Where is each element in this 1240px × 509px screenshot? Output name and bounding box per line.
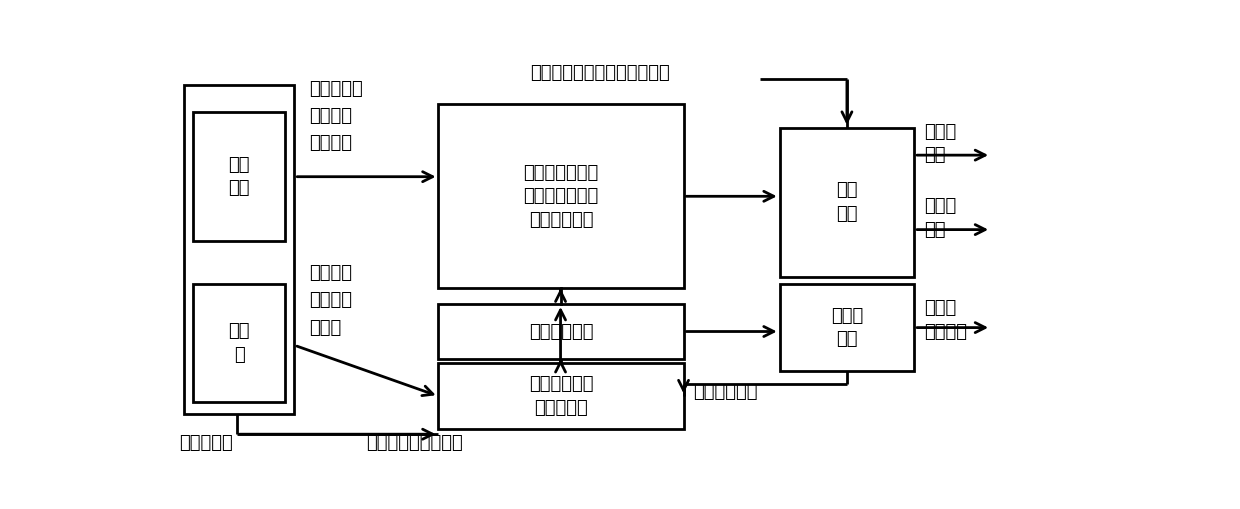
Text: 角速度: 角速度: [309, 319, 341, 336]
Text: 平台旋转速率: 平台旋转速率: [693, 383, 758, 401]
Text: 三方向轴: 三方向轴: [309, 291, 352, 309]
Text: 平面三方: 平面三方: [309, 107, 352, 125]
Text: 采煤机机身: 采煤机机身: [179, 434, 233, 452]
Bar: [193, 285, 285, 402]
Text: 向加速度: 向加速度: [309, 134, 352, 152]
Text: 加速
度计: 加速 度计: [228, 156, 249, 197]
Text: 导航
计算: 导航 计算: [836, 181, 858, 223]
Bar: [780, 128, 914, 277]
Text: 采煤机坐标系与
惯性坐标系间的
方向余弦矩阵: 采煤机坐标系与 惯性坐标系间的 方向余弦矩阵: [523, 164, 599, 229]
Bar: [439, 304, 683, 359]
Text: 采煤机姿态基
准更新计算: 采煤机姿态基 准更新计算: [528, 375, 593, 417]
Text: 陀螺
仪: 陀螺 仪: [228, 323, 249, 364]
Text: 采煤机
速度: 采煤机 速度: [924, 197, 956, 239]
Text: 采煤机
位置: 采煤机 位置: [924, 123, 956, 164]
Text: 采煤机
姿态数据: 采煤机 姿态数据: [924, 299, 967, 341]
Text: 姿态角
计算: 姿态角 计算: [831, 307, 863, 348]
Text: 采煤机速度和位置的初始估值: 采煤机速度和位置的初始估值: [529, 64, 670, 82]
Text: 绕采煤机: 绕采煤机: [309, 264, 352, 281]
Text: 采煤机姿态初始估值: 采煤机姿态初始估值: [367, 434, 464, 452]
Bar: [780, 285, 914, 371]
Text: 采煤机工作: 采煤机工作: [309, 79, 362, 98]
Bar: [439, 363, 683, 430]
Bar: [193, 112, 285, 241]
Bar: [439, 104, 683, 289]
Bar: [184, 84, 294, 414]
Text: 方向余弦元素: 方向余弦元素: [528, 323, 593, 341]
